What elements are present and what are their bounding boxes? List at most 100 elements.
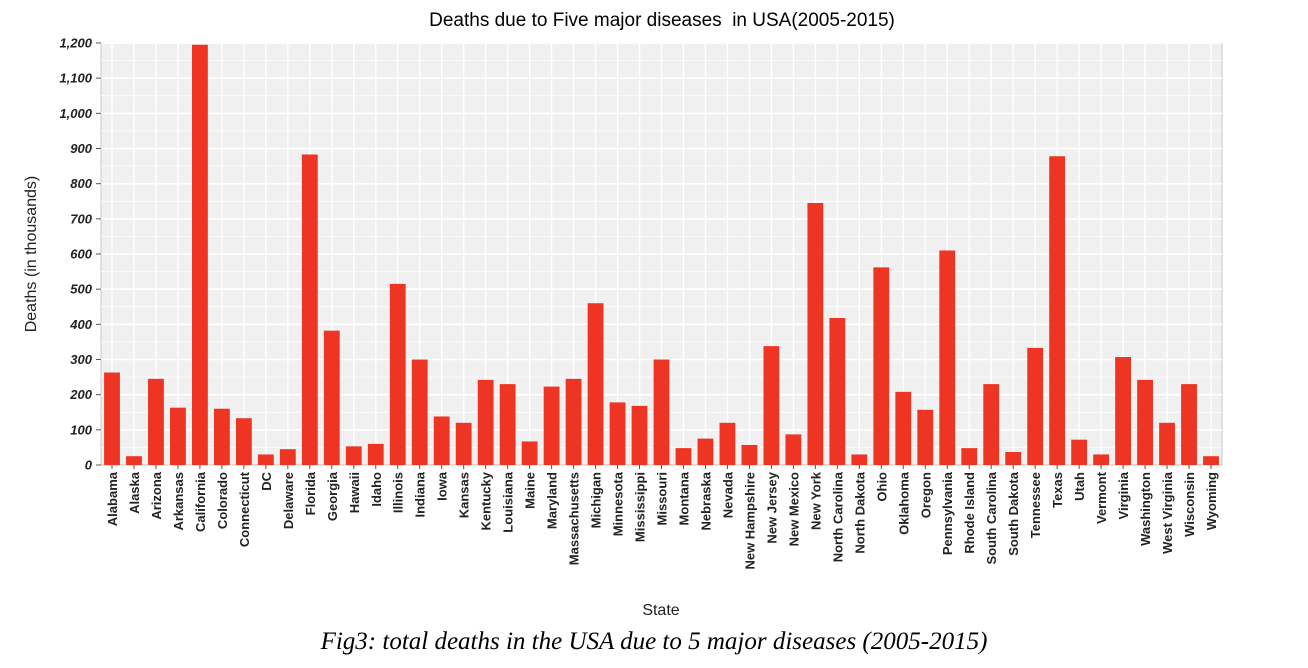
- x-tick-label: Oregon: [918, 472, 933, 518]
- x-axis-ticks: Alabama Alaska Arizona Arkansas California Co…: [105, 465, 1219, 570]
- y-tick-label: 1,000: [59, 106, 92, 121]
- bar-chart: Deaths due to Five major diseases in USA…: [23, 10, 1223, 619]
- x-tick-label: New Jersey: [764, 471, 779, 543]
- bar: [917, 409, 934, 465]
- x-tick-label: Maine: [523, 472, 538, 509]
- x-tick-label: Texas: [1050, 472, 1065, 508]
- bar: [1093, 454, 1110, 465]
- bar: [367, 443, 384, 465]
- bar: [587, 303, 604, 465]
- x-tick-label: Delaware: [281, 472, 296, 529]
- bar: [1005, 451, 1022, 465]
- bar: [895, 391, 912, 465]
- bar: [675, 448, 692, 465]
- x-tick-label: Idaho: [369, 472, 384, 507]
- x-tick-label: Alaska: [127, 471, 142, 514]
- y-tick-label: 800: [70, 176, 92, 191]
- bar: [323, 330, 340, 465]
- y-tick-label: 600: [70, 247, 92, 262]
- x-tick-label: Minnesota: [611, 471, 626, 536]
- x-tick-label: Pennsylvania: [940, 471, 955, 555]
- x-tick-label: New Hampshire: [742, 472, 757, 570]
- bar: [389, 283, 406, 465]
- bar: [1071, 439, 1088, 465]
- x-tick-label: Wyoming: [1204, 472, 1219, 530]
- bar: [851, 454, 868, 465]
- y-tick-label: 500: [70, 282, 92, 297]
- x-tick-label: Kentucky: [479, 471, 494, 530]
- x-tick-label: Tennessee: [1028, 472, 1043, 538]
- x-tick-label: Connecticut: [237, 471, 252, 547]
- x-tick-label: Indiana: [413, 471, 428, 517]
- bar: [1027, 347, 1044, 465]
- x-tick-label: Michigan: [589, 472, 604, 528]
- x-tick-label: Louisiana: [501, 471, 516, 532]
- bar: [279, 449, 296, 465]
- y-tick-label: 900: [70, 141, 92, 156]
- bar: [477, 379, 494, 465]
- bar: [719, 422, 736, 465]
- bar: [983, 384, 1000, 465]
- bar: [741, 444, 758, 465]
- x-tick-label: Nevada: [720, 471, 735, 518]
- x-tick-label: Utah: [1072, 472, 1087, 501]
- bar: [543, 386, 560, 465]
- y-axis-label: Deaths (in thousands): [23, 176, 40, 333]
- x-tick-label: Iowa: [435, 471, 450, 501]
- bar: [631, 405, 648, 465]
- bar: [873, 267, 890, 465]
- bar: [499, 384, 516, 465]
- bar: [1203, 456, 1219, 465]
- x-tick-label: Missouri: [655, 472, 670, 525]
- x-tick-label: North Carolina: [830, 471, 845, 562]
- bar: [1115, 357, 1132, 465]
- y-tick-label: 700: [70, 211, 92, 226]
- bar: [170, 407, 186, 465]
- bar: [829, 318, 846, 465]
- x-tick-label: Illinois: [391, 472, 406, 513]
- bar: [148, 378, 164, 465]
- bar: [961, 448, 978, 465]
- x-tick-label: Florida: [303, 471, 318, 515]
- bar: [345, 446, 362, 465]
- x-tick-label: Kansas: [457, 472, 472, 518]
- x-tick-label: Ohio: [874, 472, 889, 502]
- bars: [104, 44, 1219, 466]
- x-tick-label: Massachusetts: [567, 472, 582, 565]
- x-tick-label: Wisconsin: [1182, 472, 1197, 537]
- y-tick-label: 400: [69, 317, 92, 332]
- y-tick-label: 100: [70, 422, 92, 437]
- bar: [104, 372, 120, 465]
- x-tick-label: Rhode Island: [962, 472, 977, 554]
- bar: [763, 346, 780, 465]
- chart-title: Deaths due to Five major diseases in USA…: [429, 10, 895, 31]
- bar: [609, 402, 626, 465]
- x-tick-label: Maryland: [545, 472, 560, 529]
- bar: [807, 203, 824, 465]
- bar: [455, 422, 472, 465]
- bar: [1181, 384, 1197, 465]
- x-tick-label: Mississippi: [633, 472, 648, 542]
- y-tick-label: 1,100: [59, 71, 92, 86]
- y-tick-label: 200: [69, 387, 92, 402]
- bar: [213, 408, 230, 465]
- bar: [653, 359, 670, 465]
- x-tick-label: Colorado: [215, 472, 230, 529]
- bar: [565, 378, 582, 465]
- x-tick-label: New York: [808, 471, 823, 530]
- x-tick-label: Arkansas: [171, 472, 186, 531]
- y-tick-label: 1,200: [59, 36, 92, 51]
- x-axis-label: State: [642, 602, 679, 619]
- bar: [411, 359, 428, 465]
- y-tick-label: 0: [85, 458, 93, 473]
- x-tick-label: Hawaii: [347, 472, 362, 513]
- bar: [301, 154, 318, 465]
- bar: [126, 456, 142, 465]
- x-tick-label: California: [193, 471, 208, 532]
- x-tick-label: Arizona: [149, 471, 164, 519]
- bar: [521, 441, 538, 465]
- bar: [191, 44, 208, 466]
- x-tick-label: Virginia: [1116, 471, 1131, 519]
- bar: [1159, 422, 1175, 465]
- x-tick-label: Alabama: [105, 471, 120, 526]
